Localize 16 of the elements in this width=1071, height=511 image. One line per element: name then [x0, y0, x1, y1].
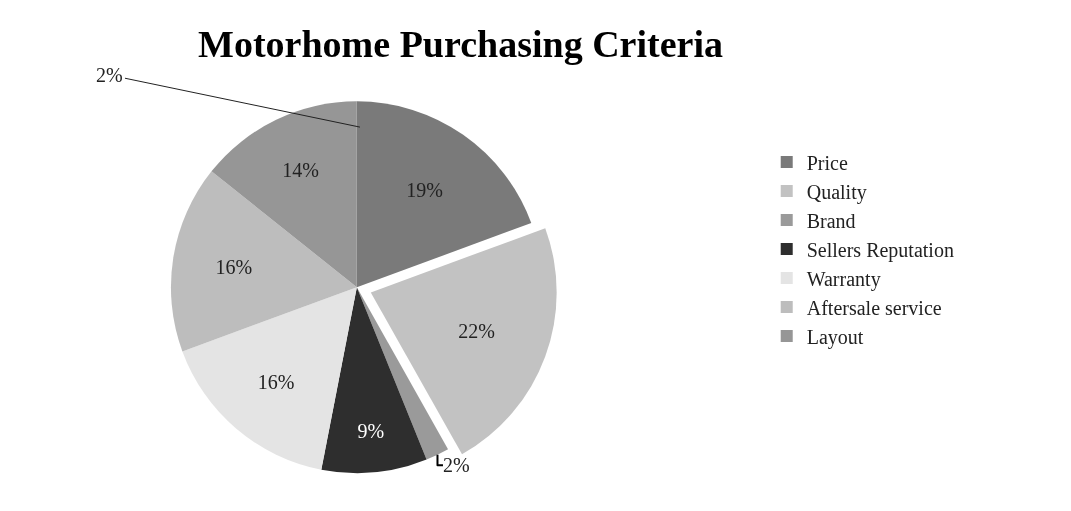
data-label: 22% — [458, 320, 495, 343]
text: 2% — [96, 64, 123, 86]
legend-label: Warranty — [806, 267, 881, 291]
legend-label: Quality — [806, 180, 867, 204]
data-label: 16% — [257, 371, 295, 394]
legend-label: Layout — [806, 325, 864, 349]
legend-label: Brand — [806, 209, 856, 232]
legend-label: Sellers Reputation — [806, 238, 954, 262]
legend-label: Aftersale service — [806, 296, 942, 319]
data-label: 2% — [442, 454, 470, 477]
legend-label: Price — [806, 151, 848, 174]
data-label: 9% — [357, 420, 385, 443]
data-label: 19% — [406, 179, 443, 202]
chart-title: Motorhome Purchasing Criteria — [198, 23, 723, 66]
data-label: 14% — [282, 159, 319, 182]
data-label: 16% — [215, 256, 253, 279]
